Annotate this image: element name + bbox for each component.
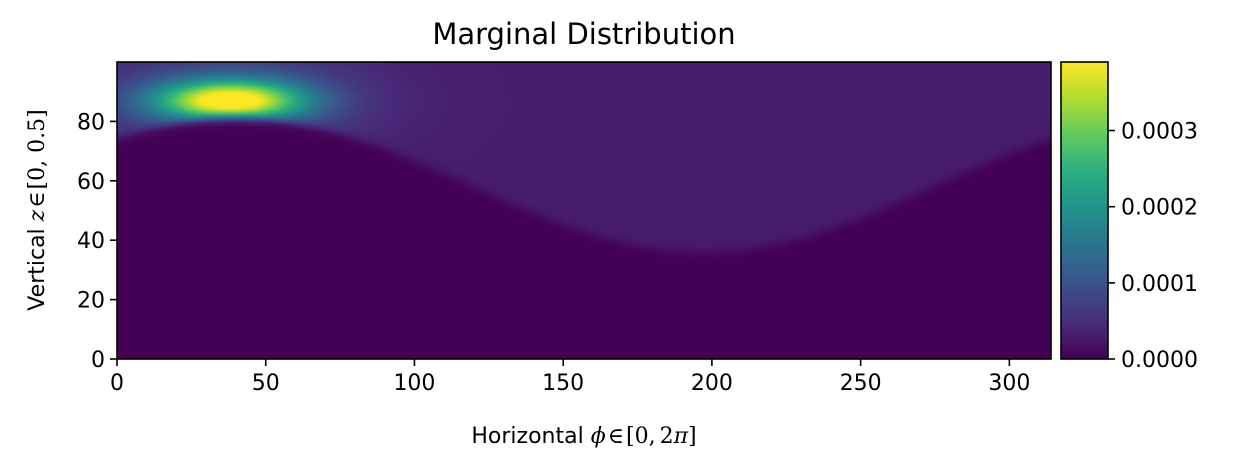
y-axis: 0 20 40 60 80	[77, 110, 117, 373]
colorbar	[1060, 61, 1109, 360]
heatmap-image	[117, 62, 1051, 359]
y-tick-label: 20	[77, 289, 105, 314]
x-axis-label: Horizontal ϕ∈[0, 2π]	[471, 424, 696, 449]
chart-title: Marginal Distribution	[432, 17, 735, 51]
x-axis: 0 50 100 150 200 250 300	[110, 359, 1030, 396]
y-tick-label: 60	[77, 170, 105, 195]
heatmap-plot-area	[117, 62, 1051, 359]
colorbar-axis: 0.0000 0.0001 0.0002 0.0003	[1108, 120, 1198, 373]
y-tick-label: 40	[77, 229, 105, 254]
x-tick-label: 100	[393, 371, 435, 396]
x-tick-label: 50	[252, 371, 280, 396]
plot-frame	[116, 61, 1052, 360]
colorbar-tick-label: 0.0000	[1121, 348, 1198, 373]
colorbar-tick-label: 0.0002	[1121, 196, 1198, 221]
x-tick-label: 300	[988, 371, 1030, 396]
x-tick-label: 150	[542, 371, 584, 396]
y-tick-label: 80	[77, 110, 105, 135]
x-tick-label: 200	[691, 371, 733, 396]
x-tick-label: 250	[840, 371, 882, 396]
y-tick-label: 0	[91, 348, 105, 373]
x-tick-label: 0	[110, 371, 124, 396]
colorbar-tick-label: 0.0001	[1121, 272, 1198, 297]
y-axis-label: Vertical z∈[0, 0.5]	[25, 109, 50, 310]
colorbar-tick-label: 0.0003	[1121, 120, 1198, 145]
